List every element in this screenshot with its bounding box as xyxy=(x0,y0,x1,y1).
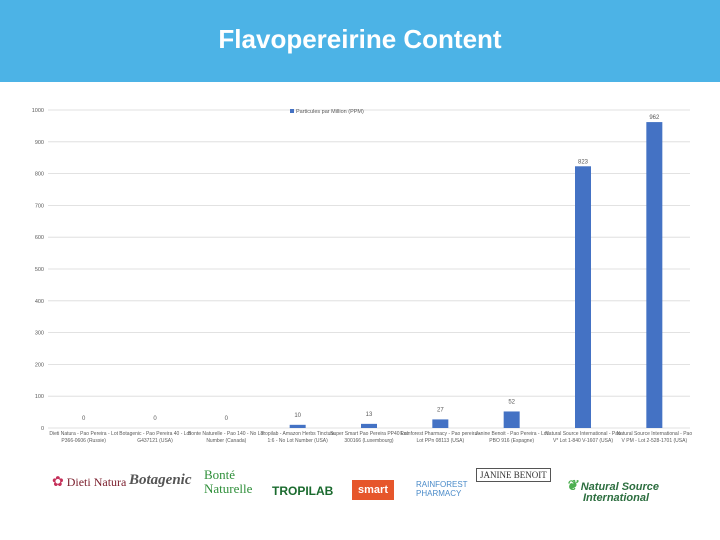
y-tick-label: 600 xyxy=(35,235,44,241)
rainforest-logo-line2: PHARMACY xyxy=(416,489,462,498)
x-tick-label: G437121 (USA) xyxy=(137,438,173,444)
y-tick-label: 700 xyxy=(35,203,44,209)
y-tick-label: 800 xyxy=(35,172,44,178)
nsi-logo-line1: Natural Source xyxy=(580,481,659,493)
botagenic-logo: Botagenic xyxy=(129,472,192,488)
tropilab-logo: TROPILAB xyxy=(272,484,334,498)
bar xyxy=(361,423,377,428)
x-tick-label: V* Lot 1-840 V-1607 (USA) xyxy=(553,438,613,444)
y-tick-label: 100 xyxy=(35,394,44,400)
bar xyxy=(432,419,449,428)
rainforest-logo-line1: RAINFOREST xyxy=(416,480,468,489)
y-tick-label: 300 xyxy=(35,331,44,337)
x-tick-label: V PM - Lot 2-528-1701 (USA) xyxy=(622,438,688,444)
data-label: 27 xyxy=(437,407,444,413)
dieti-natura-logo-text: Dieti Natura xyxy=(66,475,127,489)
brand-logos-row: ✿ Dieti Natura Botagenic Bonté Naturelle… xyxy=(0,462,720,512)
x-tick-label: P366-0606 (Russie) xyxy=(61,438,106,444)
bonte-logo-line1: Bonté xyxy=(204,467,236,482)
x-tick-label: 1:6 - No Lot Number (USA) xyxy=(268,438,329,444)
y-tick-label: 900 xyxy=(35,140,44,146)
dieti-natura-logo: ✿ Dieti Natura xyxy=(52,474,126,491)
flower-icon: ✿ xyxy=(52,475,64,490)
data-label: 823 xyxy=(578,159,589,165)
data-label: 0 xyxy=(153,416,157,422)
data-label: 52 xyxy=(508,399,515,405)
y-tick-label: 500 xyxy=(35,267,44,273)
x-tick-label: PBO 916 (Espagne) xyxy=(489,438,534,444)
legend-label: Particules par Million (PPM) xyxy=(296,109,364,115)
bonte-naturelle-logo: Bonté Naturelle xyxy=(204,468,252,496)
data-label: 962 xyxy=(649,115,660,121)
title-banner: Flavopereirine Content xyxy=(0,0,720,82)
slide-title: Flavopereirine Content xyxy=(218,24,502,54)
y-tick-label: 1000 xyxy=(32,108,44,114)
supersmart-logo: smart xyxy=(352,480,394,500)
bar xyxy=(646,122,663,429)
y-tick-label: 200 xyxy=(35,362,44,368)
x-tick-label: Bonte Naturelle - Pao 140 - No Lot xyxy=(188,431,265,437)
leaf-icon: ❦ xyxy=(566,477,578,493)
data-label: 13 xyxy=(366,412,373,418)
legend-swatch xyxy=(290,109,294,113)
bar xyxy=(503,411,520,428)
nsi-logo-line2: International xyxy=(583,492,650,504)
x-tick-label: Super Smart Pao Pereira PP40 Lot xyxy=(330,431,408,437)
data-label: 0 xyxy=(225,416,229,422)
data-label: 10 xyxy=(294,413,301,419)
x-tick-label: Botagenic - Pao Pereira 40 - Lot xyxy=(119,431,191,437)
rainforest-pharmacy-logo: RAINFOREST PHARMACY xyxy=(416,480,468,498)
x-tick-label: Natural Source International - Pao xyxy=(617,431,693,437)
data-label: 0 xyxy=(82,416,86,422)
bar xyxy=(289,424,306,428)
x-tick-label: Dieti Natura - Pao Pereira - Lot xyxy=(49,431,118,437)
x-tick-label: 300166 (Luxembourg) xyxy=(344,438,394,444)
x-tick-label: Natural Source International - Pao xyxy=(545,431,621,437)
x-tick-label: Tropilab - Amazon Herbs Tincture xyxy=(261,431,336,437)
x-tick-label: Janine Benoit - Pao Pereira - Lot xyxy=(475,431,548,437)
y-tick-label: 400 xyxy=(35,299,44,305)
x-tick-label: Rainforest Pharmacy - Pao pereira - xyxy=(400,431,480,437)
janine-benoit-logo: JANINE BENOIT xyxy=(476,468,551,482)
natural-source-international-logo: ❦ Natural Source International xyxy=(566,477,659,504)
y-tick-label: 0 xyxy=(41,426,44,432)
bar xyxy=(575,166,591,428)
x-tick-label: Lot PPn 08113 (USA) xyxy=(416,438,464,444)
x-tick-label: Number (Canada) xyxy=(206,438,246,444)
bonte-logo-line2: Naturelle xyxy=(204,481,253,496)
